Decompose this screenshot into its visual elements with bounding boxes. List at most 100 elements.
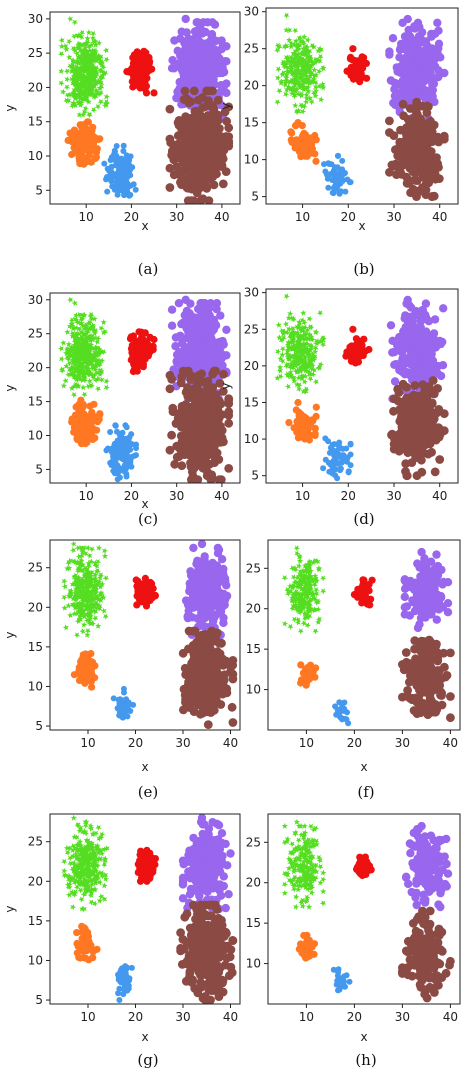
data-point: [428, 356, 438, 365]
data-point: [339, 445, 346, 452]
data-point: [117, 177, 124, 184]
data-point: [212, 304, 221, 314]
data-point: [206, 475, 216, 483]
data-point: [306, 79, 313, 86]
data-point: [60, 88, 67, 95]
data-point: [422, 157, 432, 167]
data-point: [336, 439, 343, 446]
data-point: [307, 342, 314, 349]
data-point: [197, 324, 206, 333]
data-point: [128, 431, 135, 438]
data-point: [187, 158, 197, 168]
data-point: [291, 91, 298, 98]
data-point: [71, 86, 78, 93]
data-point: [137, 52, 145, 60]
data-point: [103, 378, 110, 385]
data-point: [74, 57, 81, 65]
data-point: [198, 103, 208, 112]
data-point: [349, 325, 357, 333]
data-point: [211, 339, 221, 348]
data-point: [288, 54, 295, 61]
data-point: [58, 37, 65, 44]
data-point: [421, 190, 431, 200]
data-point: [275, 348, 282, 355]
data-point: [296, 75, 303, 82]
data-point: [198, 113, 208, 122]
data-point: [290, 361, 298, 368]
data-point: [86, 370, 93, 378]
data-point: [69, 371, 76, 378]
data-point: [283, 12, 290, 19]
cluster-green: [274, 293, 327, 395]
data-point: [113, 464, 120, 471]
data-point: [304, 77, 311, 84]
data-point: [207, 54, 217, 63]
data-point: [285, 79, 293, 86]
data-point: [83, 92, 90, 99]
data-point: [301, 33, 308, 40]
data-point: [424, 136, 433, 146]
data-point: [308, 99, 315, 106]
data-point: [283, 74, 290, 80]
data-point: [275, 66, 282, 73]
data-point: [284, 57, 291, 64]
data-point: [283, 26, 290, 34]
data-point: [168, 147, 177, 157]
data-point: [76, 32, 83, 39]
data-point: [291, 41, 298, 48]
data-point: [120, 148, 127, 154]
data-point: [79, 312, 86, 319]
data-point: [94, 375, 101, 382]
y-tick-label: 10: [28, 429, 43, 443]
data-point: [101, 160, 108, 167]
data-point: [100, 64, 107, 71]
data-point: [119, 437, 126, 444]
data-point: [91, 71, 98, 78]
data-point: [89, 68, 97, 75]
data-point: [77, 67, 85, 74]
data-point: [212, 448, 222, 458]
data-point: [91, 154, 99, 163]
y-tick-label: 10: [244, 153, 259, 167]
data-point: [174, 452, 184, 461]
data-point: [76, 89, 84, 96]
data-point: [288, 371, 295, 378]
cluster-red: [343, 45, 371, 86]
data-point: [60, 382, 67, 389]
data-point: [178, 366, 188, 376]
data-point: [70, 365, 77, 372]
data-point: [310, 72, 317, 79]
data-point: [100, 69, 108, 76]
data-point: [438, 361, 448, 370]
data-point: [386, 321, 396, 330]
data-point: [312, 378, 319, 385]
data-point: [424, 178, 434, 188]
data-point: [295, 46, 302, 53]
data-point: [307, 63, 314, 70]
data-point: [101, 328, 108, 335]
data-point: [127, 459, 134, 466]
data-point: [418, 305, 427, 315]
data-point: [89, 435, 97, 443]
data-point: [86, 65, 93, 73]
data-point: [83, 68, 90, 75]
data-point: [96, 347, 103, 354]
data-point: [279, 346, 286, 353]
data-point: [180, 67, 190, 76]
data-point: [313, 338, 321, 345]
data-point: [435, 424, 444, 434]
data-point: [127, 356, 135, 364]
data-point: [84, 118, 92, 126]
panel-caption: (a): [138, 260, 159, 278]
data-point: [303, 91, 310, 98]
data-point: [86, 111, 93, 119]
data-point: [292, 81, 299, 88]
data-point: [402, 172, 411, 182]
data-point: [82, 76, 89, 83]
y-tick-label: 5: [35, 462, 43, 476]
data-point: [304, 49, 311, 56]
data-point: [195, 425, 205, 435]
cluster-green: [58, 296, 110, 399]
data-point: [185, 168, 195, 178]
data-point: [166, 138, 176, 148]
